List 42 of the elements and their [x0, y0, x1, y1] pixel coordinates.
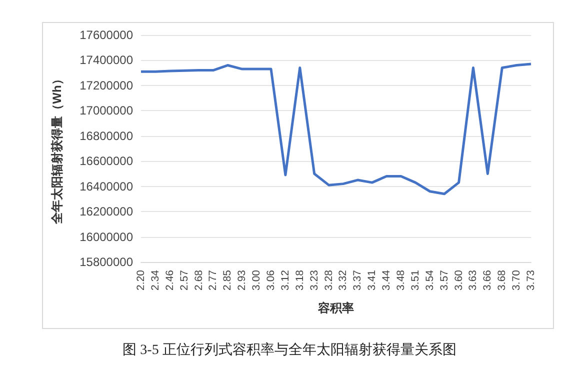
y-tick-label: 15800000 [80, 255, 134, 269]
y-tick-label: 17400000 [80, 53, 134, 68]
x-tick-label: 3.68 [496, 270, 508, 290]
x-tick-label: 3.18 [294, 270, 306, 290]
x-tick-label: 3.48 [395, 270, 407, 290]
x-tick-label: 3.41 [366, 270, 378, 290]
x-tick-label: 3.66 [482, 270, 494, 290]
x-tick-label: 3.60 [452, 270, 465, 290]
caption: 图 3-5 正位行列式容积率与全年太阳辐射获得量关系图 [122, 341, 458, 359]
x-tick-label: 2.93 [236, 270, 248, 290]
y-tick-label: 16800000 [80, 128, 134, 143]
x-tick-label: 3.00 [250, 270, 263, 290]
y-tick-label: 17200000 [80, 78, 134, 92]
x-tick-label: 2.57 [178, 270, 190, 290]
x-tick-label: 2.85 [222, 270, 234, 290]
x-tick-label: 2.34 [149, 270, 162, 290]
x-tick-label: 3.37 [352, 270, 364, 290]
x-tick-label: 2.77 [207, 270, 220, 290]
x-tick-label: 3.12 [279, 270, 292, 290]
y-tick-label: 17600000 [80, 28, 134, 42]
x-tick-label: 3.44 [380, 270, 393, 290]
x-tick-label: 2.68 [192, 270, 205, 290]
x-axis-title: 容积率 [317, 301, 354, 315]
x-tick-label: 3.32 [337, 270, 350, 290]
x-tick-label: 3.06 [265, 270, 277, 290]
y-tick-label: 17000000 [80, 104, 134, 118]
x-tick-label: 3.57 [438, 270, 450, 290]
x-tick-label: 3.23 [308, 270, 320, 290]
x-tick-label: 2.20 [135, 270, 147, 290]
y-tick-label: 16600000 [80, 154, 134, 168]
x-tick-label: 3.28 [322, 270, 335, 290]
line-series [140, 62, 532, 196]
x-tick-label: 3.63 [467, 270, 480, 290]
x-tick-label: 3.54 [424, 270, 436, 290]
x-tick-label: 3.51 [409, 270, 422, 290]
x-tick-label: 2.46 [164, 270, 176, 290]
y-tick-label: 16400000 [80, 179, 134, 194]
x-tick-label: 3.73 [525, 270, 537, 290]
y-axis-title: 全年太阳辐射获得量（Wh） [50, 73, 64, 225]
y-tick-label: 16000000 [80, 230, 134, 244]
x-tick-label: 3.70 [510, 270, 523, 290]
y-tick-label: 16200000 [80, 204, 134, 219]
